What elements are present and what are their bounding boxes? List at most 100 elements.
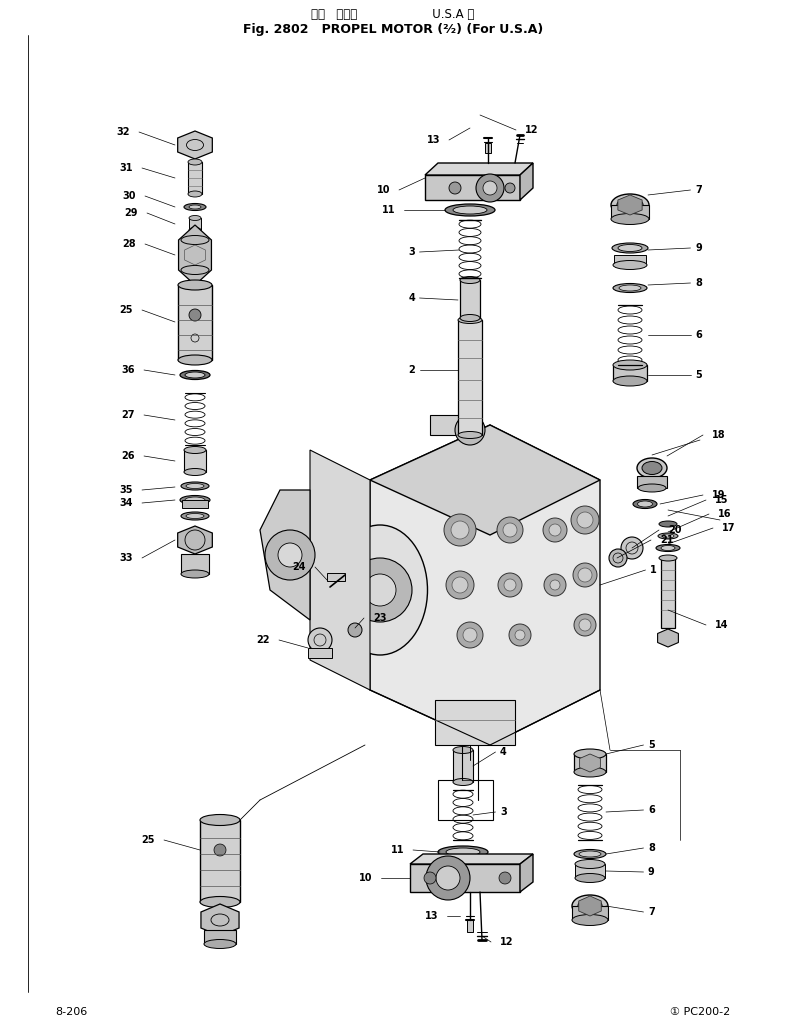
Text: 34: 34 bbox=[120, 498, 133, 508]
Circle shape bbox=[509, 624, 531, 646]
Polygon shape bbox=[370, 425, 600, 745]
Text: 9: 9 bbox=[695, 243, 702, 253]
Polygon shape bbox=[579, 754, 600, 772]
Text: 19: 19 bbox=[712, 490, 726, 500]
Ellipse shape bbox=[637, 501, 652, 507]
Circle shape bbox=[499, 872, 511, 884]
Text: 32: 32 bbox=[116, 127, 130, 137]
Ellipse shape bbox=[575, 874, 605, 882]
Ellipse shape bbox=[185, 497, 205, 503]
Ellipse shape bbox=[574, 767, 606, 777]
Ellipse shape bbox=[188, 159, 202, 165]
Text: 11: 11 bbox=[382, 205, 395, 215]
Circle shape bbox=[578, 568, 592, 582]
Ellipse shape bbox=[180, 495, 210, 504]
Ellipse shape bbox=[659, 521, 677, 527]
Text: 3: 3 bbox=[408, 248, 415, 257]
Bar bbox=[572, 906, 608, 920]
Text: 1: 1 bbox=[650, 565, 656, 575]
Ellipse shape bbox=[181, 570, 209, 578]
Bar bbox=[308, 648, 332, 658]
Ellipse shape bbox=[579, 851, 601, 857]
Ellipse shape bbox=[658, 533, 678, 539]
Bar bbox=[453, 750, 473, 782]
Text: 9: 9 bbox=[648, 867, 655, 877]
Bar bbox=[458, 320, 482, 435]
Text: 6: 6 bbox=[648, 805, 655, 815]
Ellipse shape bbox=[200, 897, 240, 908]
Circle shape bbox=[449, 182, 461, 194]
Circle shape bbox=[463, 627, 477, 642]
Circle shape bbox=[424, 872, 436, 884]
Circle shape bbox=[571, 506, 599, 534]
Text: Fig. 2802   PROPEL MOTOR (²⁄₂) (For U.S.A): Fig. 2802 PROPEL MOTOR (²⁄₂) (For U.S.A) bbox=[243, 24, 543, 37]
Ellipse shape bbox=[446, 848, 480, 855]
Ellipse shape bbox=[642, 461, 662, 474]
Polygon shape bbox=[410, 854, 533, 864]
Text: 17: 17 bbox=[722, 523, 736, 533]
Text: 35: 35 bbox=[120, 485, 133, 495]
Text: 6: 6 bbox=[695, 330, 702, 340]
Ellipse shape bbox=[458, 316, 482, 324]
Ellipse shape bbox=[185, 372, 205, 378]
Circle shape bbox=[574, 614, 596, 636]
Polygon shape bbox=[179, 225, 212, 286]
Circle shape bbox=[451, 521, 469, 539]
Text: 11: 11 bbox=[390, 845, 404, 855]
Ellipse shape bbox=[619, 286, 641, 291]
Ellipse shape bbox=[661, 545, 675, 550]
Circle shape bbox=[476, 174, 504, 202]
Ellipse shape bbox=[659, 555, 677, 561]
Circle shape bbox=[577, 512, 593, 528]
Text: 24: 24 bbox=[293, 562, 306, 572]
Ellipse shape bbox=[188, 191, 202, 197]
Bar bbox=[189, 218, 201, 230]
Ellipse shape bbox=[662, 534, 674, 538]
Bar bbox=[204, 930, 236, 944]
Bar bbox=[182, 500, 208, 508]
Ellipse shape bbox=[633, 499, 657, 508]
Bar bbox=[181, 554, 209, 574]
Bar bbox=[637, 476, 667, 488]
Circle shape bbox=[214, 844, 226, 855]
Ellipse shape bbox=[611, 214, 649, 225]
Text: 2: 2 bbox=[408, 365, 415, 375]
Text: 5: 5 bbox=[648, 740, 655, 750]
Circle shape bbox=[579, 619, 591, 631]
Bar bbox=[430, 415, 480, 435]
Ellipse shape bbox=[184, 203, 206, 211]
Circle shape bbox=[609, 549, 627, 567]
Bar bbox=[613, 365, 647, 381]
Ellipse shape bbox=[189, 216, 201, 221]
Ellipse shape bbox=[638, 484, 666, 492]
Bar bbox=[460, 280, 480, 318]
Circle shape bbox=[308, 627, 332, 652]
Circle shape bbox=[364, 574, 396, 606]
Bar bbox=[438, 779, 493, 820]
Circle shape bbox=[189, 309, 201, 321]
Polygon shape bbox=[658, 629, 678, 647]
Ellipse shape bbox=[612, 243, 648, 253]
Circle shape bbox=[503, 523, 517, 537]
Text: 4: 4 bbox=[408, 293, 415, 303]
Circle shape bbox=[436, 866, 460, 890]
Text: 25: 25 bbox=[120, 305, 133, 315]
Text: 30: 30 bbox=[123, 191, 136, 201]
Bar bbox=[485, 143, 491, 153]
Ellipse shape bbox=[460, 314, 480, 321]
Text: 14: 14 bbox=[715, 620, 729, 630]
Ellipse shape bbox=[617, 197, 643, 213]
Ellipse shape bbox=[574, 749, 606, 759]
Ellipse shape bbox=[178, 280, 212, 290]
Polygon shape bbox=[425, 163, 533, 175]
Text: 27: 27 bbox=[121, 410, 135, 420]
Ellipse shape bbox=[578, 899, 602, 913]
Ellipse shape bbox=[184, 447, 206, 454]
Circle shape bbox=[278, 543, 302, 567]
Ellipse shape bbox=[575, 860, 605, 869]
Circle shape bbox=[265, 530, 315, 580]
Text: 25: 25 bbox=[142, 835, 155, 845]
Ellipse shape bbox=[204, 940, 236, 949]
Circle shape bbox=[544, 574, 566, 596]
Circle shape bbox=[462, 422, 478, 438]
